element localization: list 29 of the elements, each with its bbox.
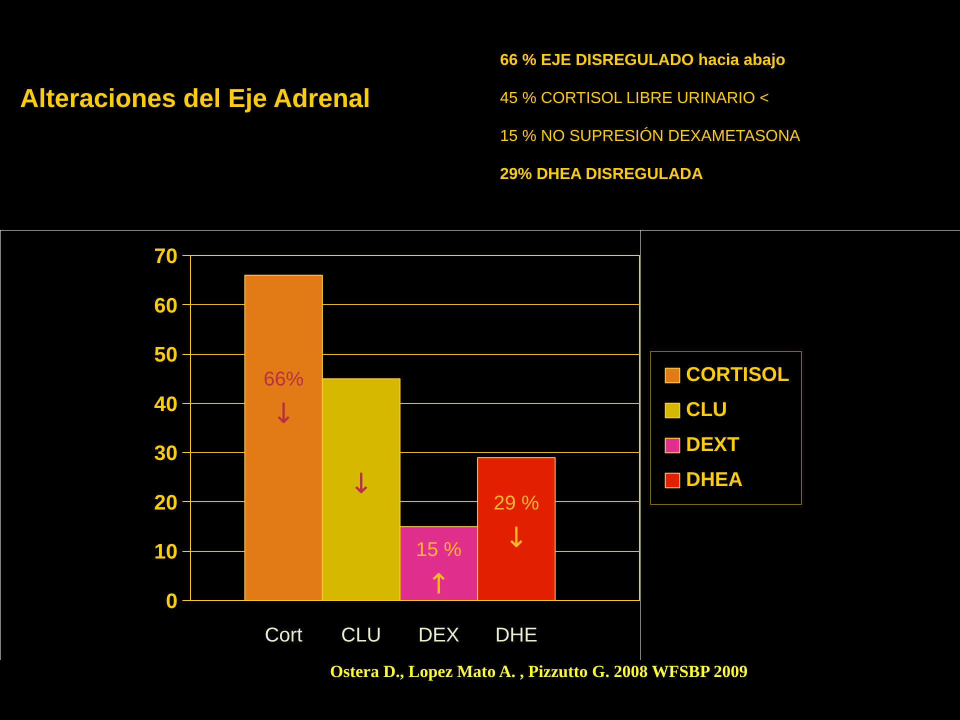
- y-tick-label: 30: [154, 442, 178, 466]
- x-tick-label: CLU: [341, 624, 382, 646]
- y-tick-label: 10: [154, 540, 178, 564]
- y-tick-label: 0: [166, 590, 178, 613]
- data-label: 15 %: [416, 539, 462, 562]
- legend-label: DEXT: [686, 434, 740, 456]
- text: 45 % CORTISOL LIBRE URINARIO <: [500, 90, 769, 108]
- annotation: ↓: [349, 467, 373, 500]
- x-tick-label: DHE: [495, 624, 538, 646]
- legend-label: CORTISOL: [686, 364, 790, 386]
- y-tick-label: 70: [154, 245, 178, 268]
- data-label: 66%: [264, 368, 304, 390]
- y-tick-label: 40: [154, 392, 178, 416]
- x-tick-label: DEX: [418, 624, 460, 646]
- text: 29% DHEA DISREGULADA: [500, 166, 703, 184]
- y-tick-label: 50: [154, 344, 178, 367]
- legend-label: DHEA: [686, 468, 743, 492]
- text: 66 % EJE DISREGULADO hacia abajo: [500, 52, 786, 70]
- text: 15 % NO SUPRESIÓN DEXAMETASONA: [500, 128, 800, 146]
- chart-title: Alteraciones del Eje Adrenal: [20, 83, 370, 114]
- y-tick-label: 60: [154, 294, 178, 318]
- legend-label: CLU: [686, 398, 728, 422]
- annotation: ↑: [427, 568, 451, 601]
- y-tick-label: 20: [154, 491, 178, 514]
- x-tick-label: Cort: [264, 624, 303, 646]
- data-label: 29 %: [494, 492, 540, 514]
- text: Ostera D., Lopez Mato A. , Pizzutto G. 2008 WFSBP 2009: [330, 662, 748, 682]
- annotation: ↓: [504, 520, 528, 554]
- annotation: ↓: [272, 396, 296, 430]
